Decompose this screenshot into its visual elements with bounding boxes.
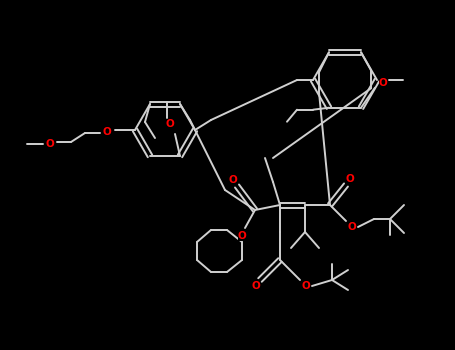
Text: O: O [103,127,111,137]
Text: O: O [379,78,387,88]
Text: O: O [346,174,354,184]
Text: O: O [46,139,55,149]
Text: O: O [166,119,174,129]
Text: O: O [228,175,238,185]
Text: O: O [302,281,310,291]
Text: O: O [252,281,260,291]
Text: O: O [238,231,246,241]
Text: O: O [348,222,356,232]
